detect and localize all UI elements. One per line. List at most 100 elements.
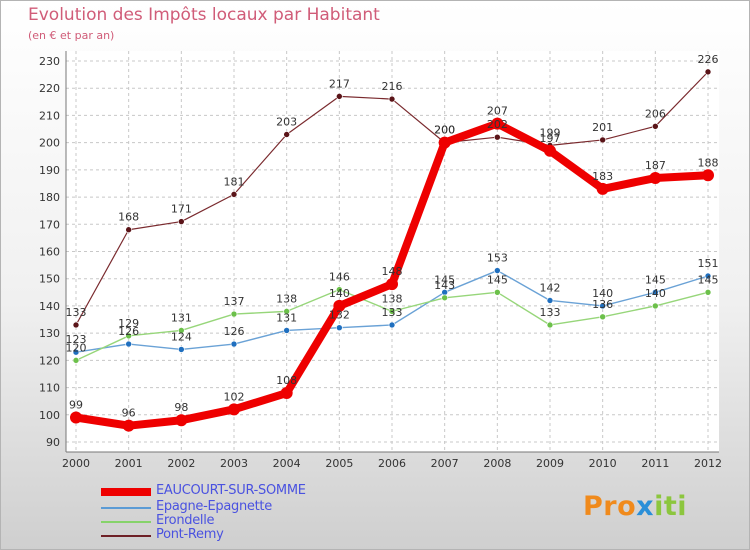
data-label-pont-remy: 216: [382, 80, 403, 93]
data-label-epagne-epagnette: 131: [276, 311, 297, 324]
data-label-epagne-epagnette: 133: [382, 306, 403, 319]
data-label-pont-remy: 171: [171, 203, 192, 216]
data-label-eaucourt-sur-somme: 99: [69, 399, 83, 412]
y-tick-label: 150: [39, 273, 60, 286]
data-point-eaucourt-sur-somme: [702, 169, 714, 182]
data-point-epagne-epagnette: [546, 297, 554, 304]
x-tick-label: 2000: [62, 457, 90, 470]
data-point-pont-remy: [283, 131, 290, 138]
data-label-pont-remy: 133: [66, 306, 87, 319]
y-tick-label: 200: [39, 137, 60, 150]
data-point-pont-remy: [388, 95, 396, 103]
data-point-epagne-epagnette: [283, 327, 290, 334]
data-label-pont-remy: 206: [645, 107, 666, 120]
data-point-eaucourt-sur-somme: [596, 182, 609, 195]
data-label-pont-remy: 202: [487, 118, 508, 131]
y-tick-label: 100: [39, 409, 60, 422]
data-label-epagne-epagnette: 126: [224, 325, 245, 338]
data-label-epagne-epagnette: 151: [698, 257, 719, 270]
data-label-eaucourt-sur-somme: 200: [434, 124, 455, 137]
data-label-erondelle: 138: [276, 292, 297, 305]
y-tick-label: 210: [39, 109, 60, 122]
legend-label: Epagne-Epagnette: [156, 499, 272, 514]
y-tick-label: 190: [39, 164, 60, 177]
legend-swatch: [101, 535, 151, 537]
data-label-eaucourt-sur-somme: 108: [276, 374, 297, 387]
data-point-eaucourt-sur-somme: [544, 144, 556, 157]
x-tick-label: 2004: [273, 457, 301, 470]
data-label-eaucourt-sur-somme: 148: [382, 265, 403, 278]
data-label-pont-remy: 226: [698, 53, 719, 66]
y-tick-label: 160: [39, 246, 60, 259]
data-point-epagne-epagnette: [599, 302, 606, 310]
data-label-eaucourt-sur-somme: 187: [645, 159, 666, 172]
data-point-eaucourt-sur-somme: [386, 278, 398, 291]
data-point-eaucourt-sur-somme: [333, 299, 346, 312]
data-point-eaucourt-sur-somme: [122, 419, 135, 432]
data-point-epagne-epagnette: [72, 348, 80, 356]
data-point-erondelle: [230, 310, 238, 318]
data-point-erondelle: [72, 357, 80, 364]
y-tick-label: 120: [39, 354, 60, 367]
data-label-erondelle: 120: [66, 341, 87, 354]
data-label-epagne-epagnette: 140: [592, 287, 613, 300]
x-tick-label: 2007: [431, 457, 459, 470]
data-point-epagne-epagnette: [125, 340, 132, 348]
legend-swatch: [101, 521, 151, 523]
data-point-erondelle: [388, 308, 396, 315]
data-label-eaucourt-sur-somme: 140: [329, 287, 350, 300]
data-label-epagne-epagnette: 145: [645, 273, 666, 286]
data-point-pont-remy: [72, 321, 80, 329]
data-label-epagne-epagnette: 153: [487, 252, 508, 265]
y-tick-label: 220: [39, 82, 60, 95]
data-point-pont-remy: [125, 226, 132, 234]
data-label-pont-remy: 201: [592, 121, 613, 134]
data-label-pont-remy: 203: [276, 115, 297, 128]
data-label-pont-remy: 168: [118, 211, 139, 224]
legend-item: Erondelle: [101, 513, 401, 530]
x-tick-label: 2011: [641, 457, 669, 470]
data-point-epagne-epagnette: [230, 340, 238, 348]
y-tick-label: 170: [39, 218, 60, 231]
data-label-pont-remy: 217: [329, 77, 350, 90]
data-point-eaucourt-sur-somme: [70, 411, 82, 424]
data-label-epagne-epagnette: 126: [118, 325, 139, 338]
legend-item: EAUCOURT-SUR-SOMME: [101, 483, 401, 500]
proxiti-logo: Proxiti: [583, 491, 687, 522]
x-tick-label: 2012: [694, 457, 722, 470]
data-point-erondelle: [178, 327, 185, 334]
data-point-epagne-epagnette: [704, 272, 712, 280]
data-point-eaucourt-sur-somme: [228, 403, 240, 416]
data-label-erondelle: 145: [487, 273, 508, 286]
data-label-pont-remy: 181: [224, 175, 245, 188]
data-point-eaucourt-sur-somme: [280, 387, 293, 400]
data-label-epagne-epagnette: 142: [540, 281, 561, 294]
data-point-erondelle: [652, 302, 659, 310]
data-point-erondelle: [546, 321, 554, 329]
data-label-erondelle: 133: [540, 306, 561, 319]
y-tick-label: 110: [39, 382, 60, 395]
data-point-pont-remy: [336, 93, 343, 100]
data-label-erondelle: 140: [645, 287, 666, 300]
y-tick-label: 180: [39, 191, 60, 204]
legend-label: Pont-Remy: [156, 527, 224, 542]
logo-part: Pro: [583, 491, 637, 522]
data-point-epagne-epagnette: [336, 324, 343, 332]
data-label-erondelle: 145: [698, 273, 719, 286]
x-tick-label: 2009: [536, 457, 564, 470]
data-label-epagne-epagnette: 123: [66, 333, 87, 346]
chart-title: Evolution des Impôts locaux par Habitant: [28, 5, 380, 25]
data-label-pont-remy: 200: [434, 124, 455, 137]
data-point-erondelle: [494, 289, 501, 296]
x-tick-label: 2008: [483, 457, 511, 470]
data-point-erondelle: [441, 294, 448, 302]
x-tick-label: 2001: [115, 457, 143, 470]
logo-part: x: [636, 491, 655, 522]
data-point-eaucourt-sur-somme: [649, 172, 662, 185]
data-label-erondelle: 138: [382, 292, 403, 305]
data-point-pont-remy: [494, 133, 501, 141]
data-point-pont-remy: [230, 191, 238, 198]
data-label-erondelle: 129: [118, 317, 139, 330]
